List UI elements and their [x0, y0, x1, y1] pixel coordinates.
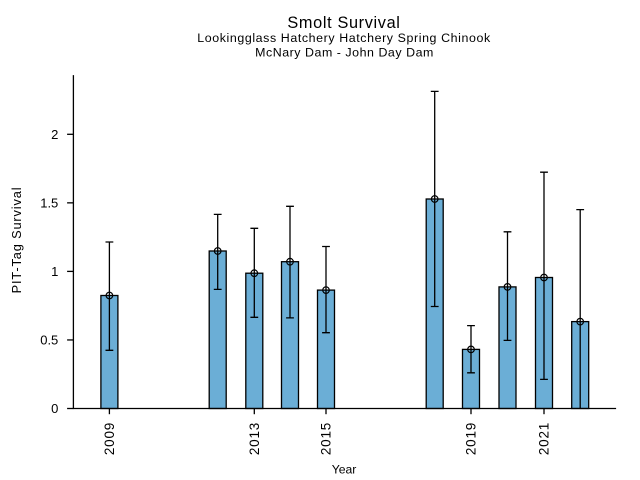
svg-text:2009: 2009 — [102, 422, 117, 455]
svg-text:2: 2 — [51, 127, 58, 142]
svg-text:Year: Year — [332, 463, 357, 477]
svg-text:2019: 2019 — [464, 422, 479, 455]
svg-text:PIT-Tag Survival: PIT-Tag Survival — [9, 187, 24, 294]
svg-text:1.5: 1.5 — [40, 196, 58, 211]
svg-text:Smolt Survival: Smolt Survival — [287, 14, 400, 32]
svg-text:2013: 2013 — [247, 422, 262, 455]
svg-text:0.5: 0.5 — [40, 333, 58, 348]
svg-text:0: 0 — [51, 401, 58, 416]
svg-text:McNary Dam - John Day Dam: McNary Dam - John Day Dam — [255, 45, 434, 59]
svg-text:1: 1 — [51, 264, 58, 279]
svg-text:Lookingglass Hatchery Hatchery: Lookingglass Hatchery Hatchery Spring Ch… — [197, 31, 491, 45]
svg-text:2021: 2021 — [537, 422, 552, 455]
svg-text:2015: 2015 — [319, 422, 334, 455]
